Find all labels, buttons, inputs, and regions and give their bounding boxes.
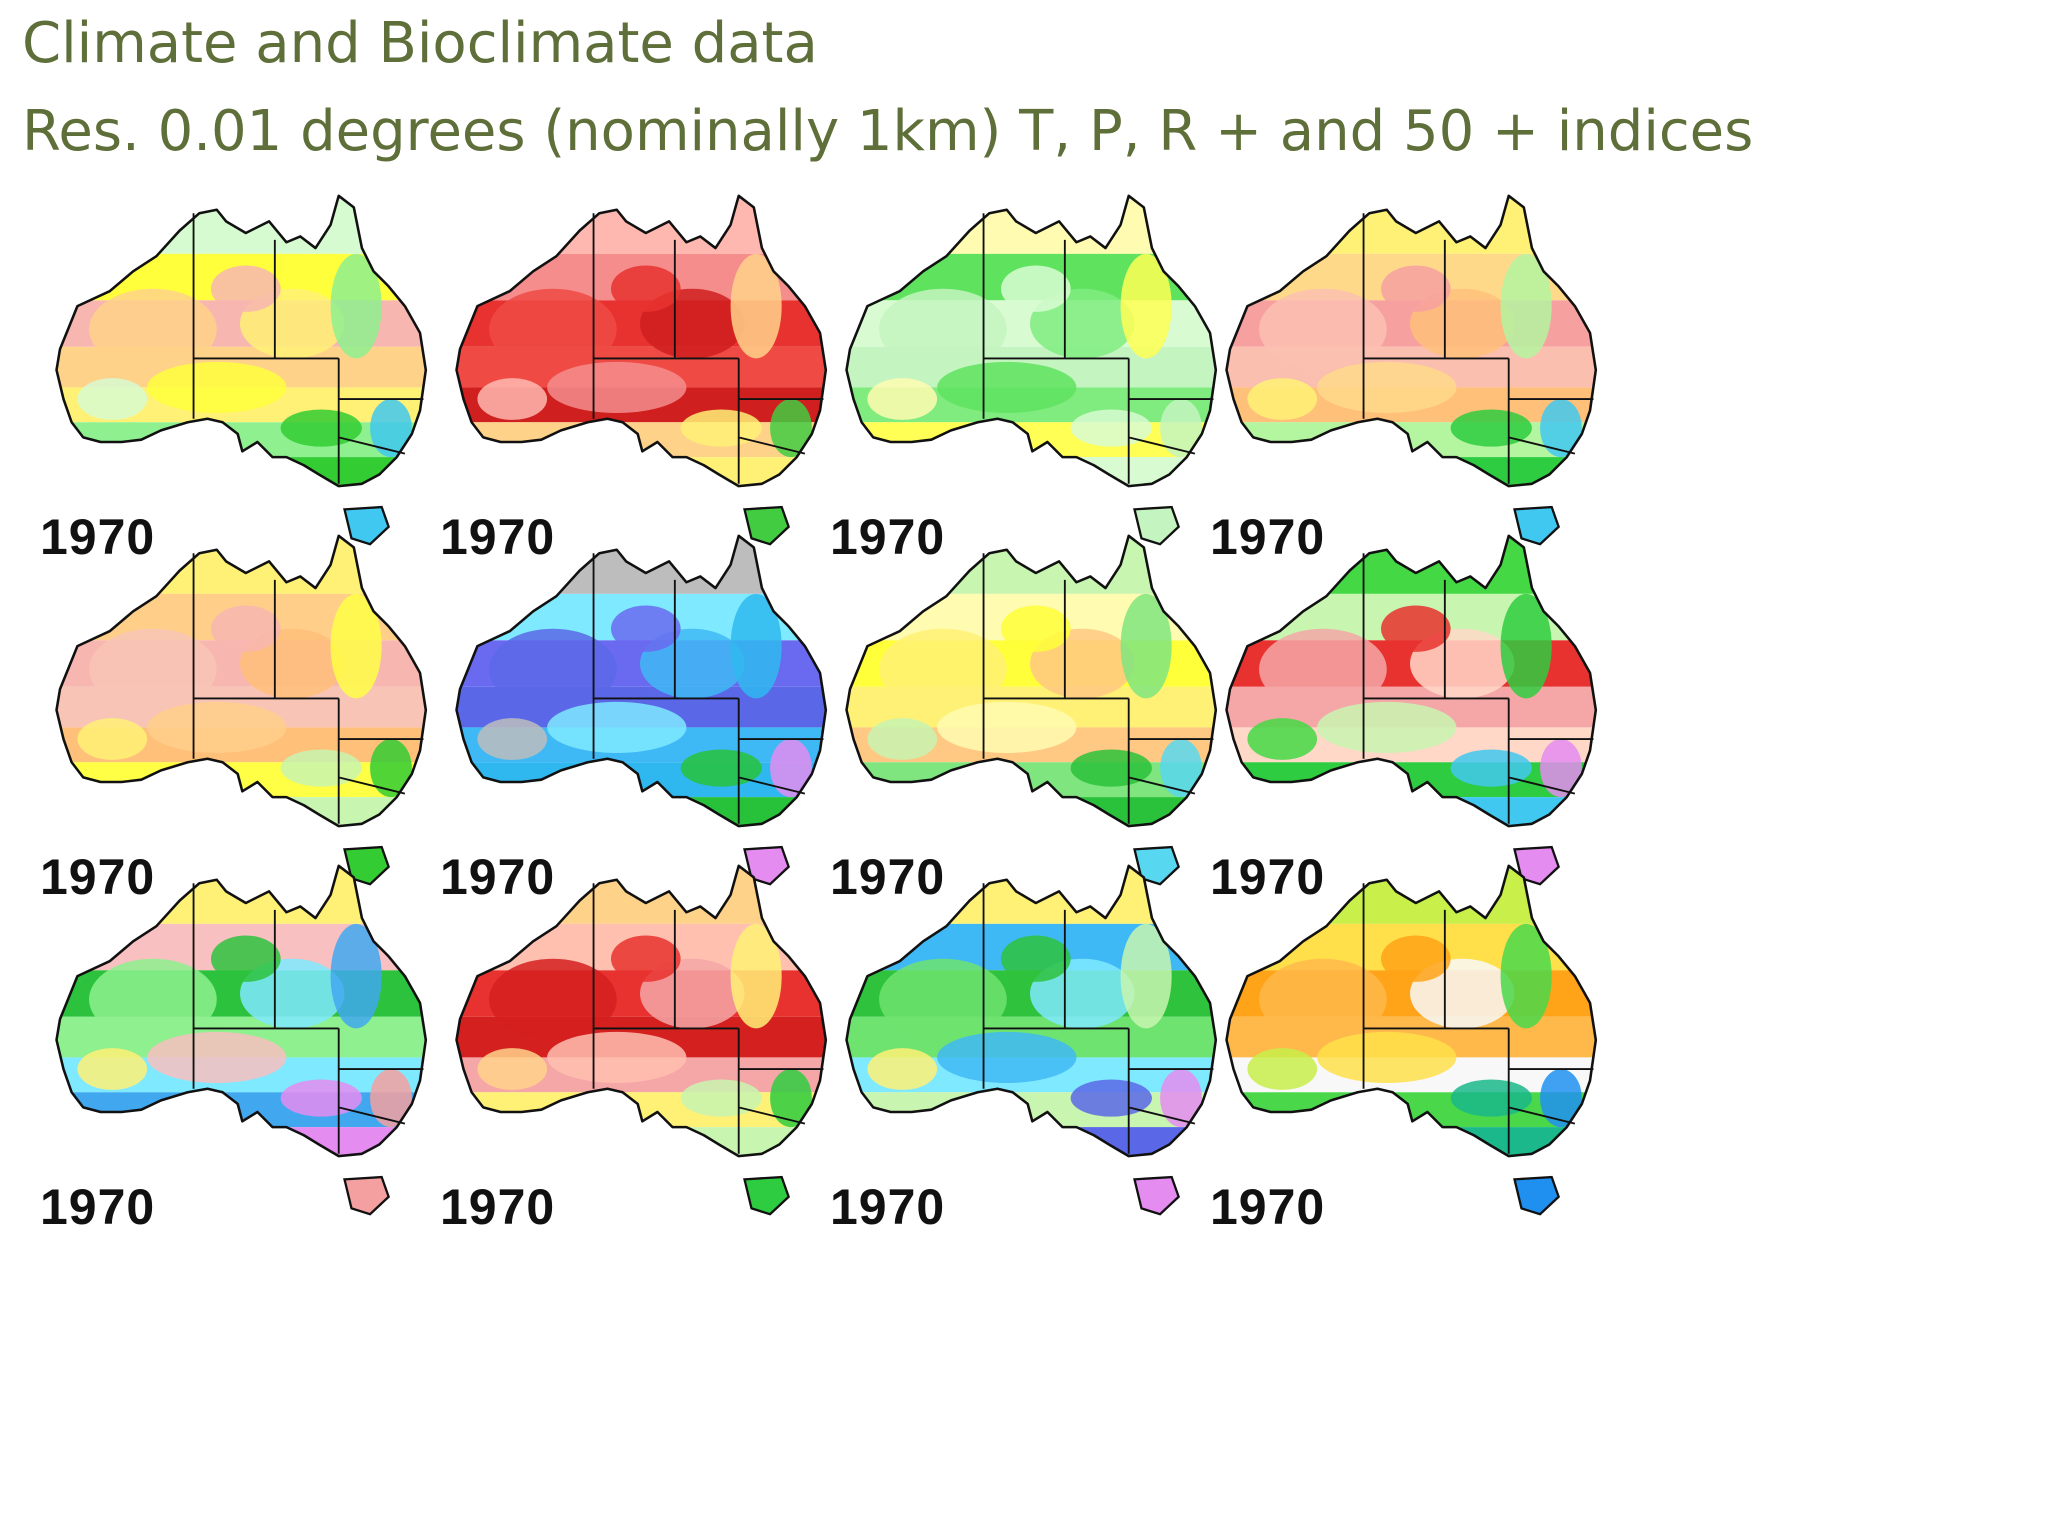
map-year-label: 1970 [1210,509,1326,565]
climate-map-panel: 1970 [820,190,1290,610]
climate-map-panel: 1970 [430,190,900,610]
australia-map [455,864,828,1216]
climate-map-panel: 1970 [820,530,1290,950]
map-year-label: 1970 [440,509,556,565]
australia-map [845,864,1218,1216]
climate-map-panel: 1970 [1200,190,1670,610]
climate-map-panel: 1970 [30,860,500,1280]
map-year-label: 1970 [830,1179,946,1235]
map-year-label: 1970 [440,849,556,905]
australia-map [455,534,828,886]
australia-map [55,864,428,1216]
australia-map [55,534,428,886]
map-year-label: 1970 [830,509,946,565]
climate-map-panel: 1970 [1200,860,1670,1280]
map-year-label: 1970 [830,849,946,905]
australia-map [845,194,1218,546]
australia-map [845,534,1218,886]
map-year-label: 1970 [40,1179,156,1235]
title-line-2: Res. 0.01 degrees (nominally 1km) T, P, … [22,99,1754,164]
map-grid: 1970 1970 1970 1970 1970 1970 1970 1970 1970 1970… [30,190,2030,1520]
title-line-1: Climate and Bioclimate data [22,11,818,76]
climate-map-panel: 1970 [30,530,500,950]
map-year-label: 1970 [1210,849,1326,905]
climate-map-panel: 1970 [30,190,500,610]
map-year-label: 1970 [1210,1179,1326,1235]
climate-map-panel: 1970 [1200,530,1670,950]
australia-map [1225,194,1598,546]
climate-map-panel: 1970 [430,530,900,950]
map-year-label: 1970 [440,1179,556,1235]
slide-title: Climate and Bioclimate data Res. 0.01 de… [22,0,1753,176]
australia-map [1225,864,1598,1216]
australia-map [1225,534,1598,886]
climate-map-panel: 1970 [430,860,900,1280]
climate-map-panel: 1970 [820,860,1290,1280]
australia-map [455,194,828,546]
map-year-label: 1970 [40,509,156,565]
map-year-label: 1970 [40,849,156,905]
australia-map [55,194,428,546]
